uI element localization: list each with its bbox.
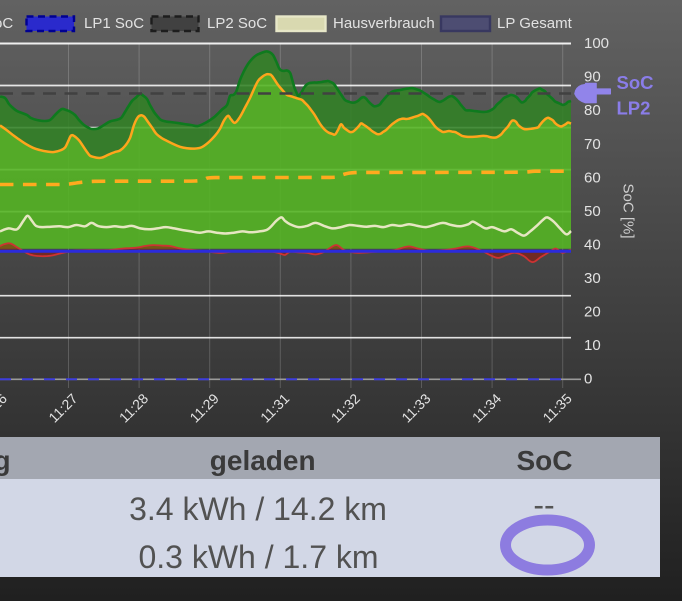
svg-text:50: 50 xyxy=(584,203,601,220)
svg-text:80: 80 xyxy=(584,102,601,119)
svg-text:11:27: 11:27 xyxy=(45,390,81,426)
svg-text:11:31: 11:31 xyxy=(257,390,293,426)
svg-text:11:33: 11:33 xyxy=(398,390,434,426)
svg-text:Hausverbrauch: Hausverbrauch xyxy=(333,15,435,32)
svg-text:20: 20 xyxy=(584,304,601,321)
svg-text:11:29: 11:29 xyxy=(186,390,222,426)
svg-text:SoC: SoC xyxy=(617,72,654,93)
svg-text:100: 100 xyxy=(584,35,609,52)
svg-text:LP2: LP2 xyxy=(617,98,651,119)
svg-text:70: 70 xyxy=(584,136,601,153)
svg-text:30: 30 xyxy=(584,270,601,287)
svg-text:11:32: 11:32 xyxy=(328,390,364,426)
svg-text:40: 40 xyxy=(584,236,601,253)
svg-text:oC: oC xyxy=(0,15,13,32)
svg-text:60: 60 xyxy=(584,169,601,186)
svg-text:11:26: 11:26 xyxy=(0,390,10,426)
svg-text:11:28: 11:28 xyxy=(116,390,152,426)
svg-text:SoC [%]: SoC [%] xyxy=(620,183,637,238)
svg-text:LP2 SoC: LP2 SoC xyxy=(207,15,267,32)
svg-text:11:34: 11:34 xyxy=(469,390,505,426)
svg-text:LP1 SoC: LP1 SoC xyxy=(84,15,144,32)
svg-text:10: 10 xyxy=(584,337,601,354)
svg-text:0: 0 xyxy=(584,371,592,388)
svg-text:90: 90 xyxy=(584,69,601,86)
svg-text:11:35: 11:35 xyxy=(539,390,575,426)
svg-text:LP Gesamt: LP Gesamt xyxy=(497,15,573,32)
